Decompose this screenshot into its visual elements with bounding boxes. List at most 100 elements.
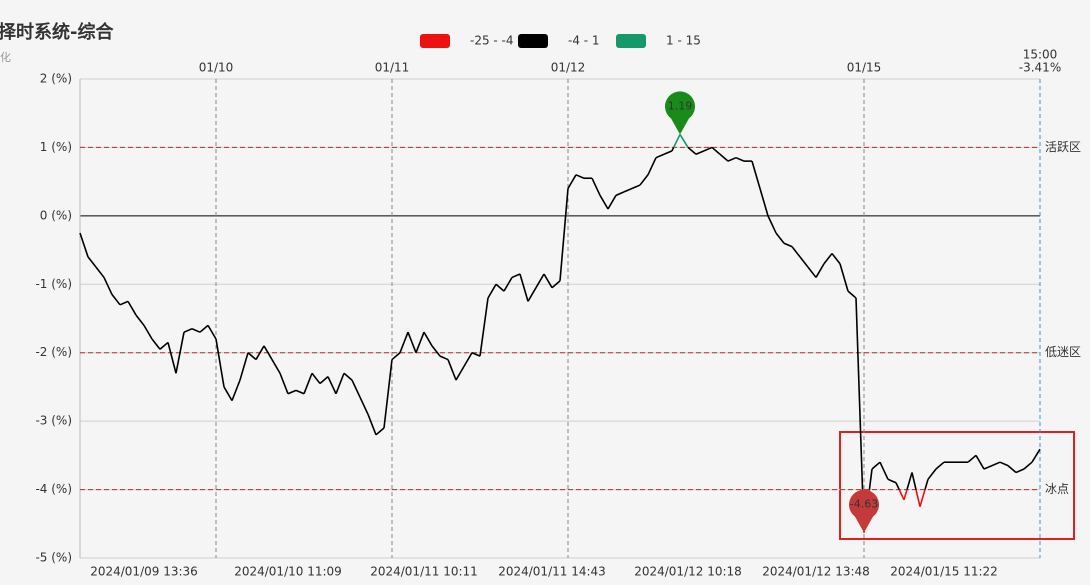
legend-swatch: [518, 34, 548, 48]
y-tick-label: 1 (%): [40, 140, 72, 154]
line-segment: [423, 331, 433, 347]
end-marker-value: -3.41%: [1019, 61, 1061, 75]
line-segment: [479, 297, 489, 357]
line-segment: [967, 454, 977, 463]
line-segment: [879, 461, 889, 480]
line-segment: [111, 294, 121, 306]
line-segment: [511, 273, 521, 279]
y-tick-label: 0 (%): [40, 208, 72, 222]
line-segment: [471, 351, 481, 357]
x-tick-label: 2024/01/12 10:18: [634, 565, 742, 579]
day-break-label: 01/12: [551, 61, 586, 75]
highlight-box: [839, 431, 1075, 540]
line-segment: [223, 386, 233, 402]
x-tick-label: 2024/01/12 13:48: [762, 565, 870, 579]
line-segment: [335, 372, 345, 395]
line-segment: [79, 232, 89, 258]
line-segment: [847, 290, 857, 299]
legend-label: 1 - 15: [666, 34, 701, 48]
line-segment: [183, 328, 193, 333]
line-segment: [911, 472, 917, 490]
x-tick-label: 2024/01/10 11:09: [234, 565, 342, 579]
line-segment: [351, 379, 361, 398]
legend-swatch: [616, 34, 646, 48]
line-segment: [487, 283, 497, 299]
line-segment: [672, 134, 681, 148]
reference-label: 低迷区: [1045, 345, 1081, 359]
line-segment: [783, 242, 793, 248]
y-tick-label: -4 (%): [35, 482, 72, 496]
line-segment: [375, 427, 385, 436]
line-segment: [103, 277, 113, 295]
line-segment: [599, 194, 609, 210]
line-segment: [119, 300, 129, 306]
line-segment: [567, 174, 577, 189]
line-segment: [839, 263, 849, 292]
line-segment: [735, 156, 745, 162]
line-segment: [343, 372, 353, 381]
line-segment: [1023, 461, 1033, 470]
line-segment: [687, 146, 697, 155]
line-segment: [279, 372, 289, 395]
line-segment: [815, 263, 825, 278]
line-segment: [759, 188, 769, 217]
line-segment: [919, 489, 926, 507]
line-segment: [906, 472, 913, 490]
line-segment: [559, 188, 569, 281]
line-segment: [695, 150, 705, 156]
line-segment: [135, 314, 145, 326]
line-segment: [463, 352, 473, 367]
line-segment: [167, 342, 177, 374]
line-segment: [407, 331, 417, 354]
line-segment: [767, 215, 777, 234]
line-segment: [319, 376, 329, 385]
line-segment: [631, 184, 641, 190]
line-segment: [903, 489, 908, 501]
y-tick-label: -2 (%): [35, 345, 72, 359]
line-segment: [935, 461, 945, 470]
reference-label: 活跃区: [1045, 140, 1081, 154]
line-segment: [927, 468, 937, 480]
legend-swatch: [420, 34, 450, 48]
line-segment: [719, 153, 729, 162]
line-segment: [1015, 468, 1025, 474]
line-segment: [607, 194, 617, 210]
line-segment: [215, 338, 225, 388]
reference-label: 冰点: [1045, 482, 1069, 496]
line-segment: [791, 246, 801, 258]
line-segment: [575, 174, 585, 179]
pin-label: -4.63: [850, 498, 878, 511]
x-tick-label: 2024/01/11 10:11: [370, 565, 478, 579]
line-segment: [831, 253, 841, 265]
line-segment: [191, 328, 201, 333]
x-tick-label: 2024/01/11 14:43: [498, 565, 606, 579]
line-segment: [95, 266, 105, 278]
line-segment: [239, 352, 249, 381]
line-segment: [247, 352, 257, 361]
day-break-label: 01/11: [375, 61, 410, 75]
line-segment: [915, 489, 921, 507]
y-tick-label: 2 (%): [40, 72, 72, 86]
end-marker-time: 15:00: [1023, 48, 1058, 62]
line-segment: [871, 461, 881, 470]
day-break-label: 01/10: [199, 61, 234, 75]
line-segment: [455, 365, 465, 381]
line-segment: [807, 266, 817, 278]
line-segment: [711, 146, 721, 155]
line-segment: [263, 345, 273, 360]
x-tick-label: 2024/01/15 11:22: [890, 565, 998, 579]
line-segment: [1031, 448, 1041, 463]
line-segment: [623, 187, 633, 193]
line-segment: [535, 273, 545, 289]
line-segment: [231, 379, 241, 401]
line-segment: [751, 160, 761, 189]
line-segment: [367, 414, 377, 436]
x-tick-label: 2024/01/09 13:36: [90, 565, 198, 579]
line-segment: [127, 300, 137, 316]
line-segment: [823, 253, 833, 265]
line-segment: [327, 376, 337, 395]
line-segment: [975, 454, 985, 470]
pin: [665, 91, 696, 135]
pin-label: 1.19: [668, 99, 693, 112]
